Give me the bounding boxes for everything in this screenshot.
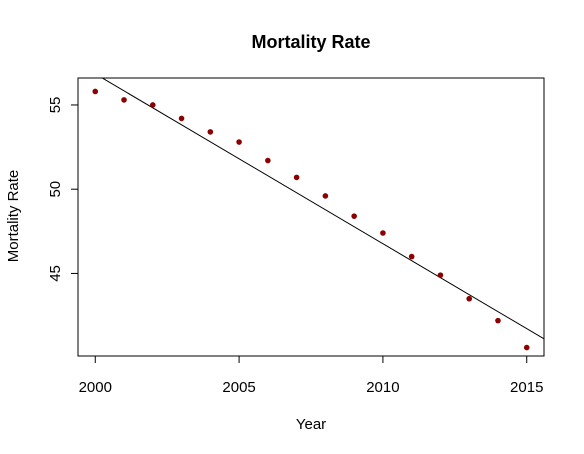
data-point: [92, 88, 99, 95]
x-tick-label: 2015: [510, 379, 543, 396]
x-tick-label: 2010: [366, 379, 399, 396]
data-points-layer: [92, 88, 530, 351]
x-axis-label: Year: [296, 416, 326, 433]
data-point: [236, 139, 242, 145]
x-axis-ticks: 2000 2005 2010 2015: [79, 356, 543, 396]
data-point: [207, 129, 214, 135]
plot-frame: [77, 77, 545, 357]
data-point: [265, 157, 271, 164]
data-point: [523, 344, 530, 351]
x-tick-label: 2005: [222, 379, 255, 396]
x-tick-label: 2000: [79, 379, 112, 396]
y-tick-label: 45: [47, 265, 64, 282]
data-point: [322, 193, 329, 199]
data-point: [380, 230, 386, 236]
data-point: [293, 174, 300, 181]
data-point: [466, 295, 473, 302]
y-axis-label: Mortality Rate: [5, 170, 22, 263]
data-point: [149, 102, 156, 108]
data-point: [495, 317, 501, 324]
chart-title: Mortality Rate: [251, 32, 370, 52]
y-tick-label: 55: [47, 97, 64, 114]
fit-line-layer: [101, 78, 544, 340]
y-axis-ticks: 45 50 55: [47, 97, 78, 282]
data-point: [178, 115, 185, 122]
data-point: [121, 97, 127, 103]
data-point: [408, 253, 415, 260]
data-point: [437, 272, 444, 278]
y-tick-label: 50: [47, 181, 64, 198]
data-point: [351, 213, 357, 219]
regression-line: [101, 78, 544, 340]
